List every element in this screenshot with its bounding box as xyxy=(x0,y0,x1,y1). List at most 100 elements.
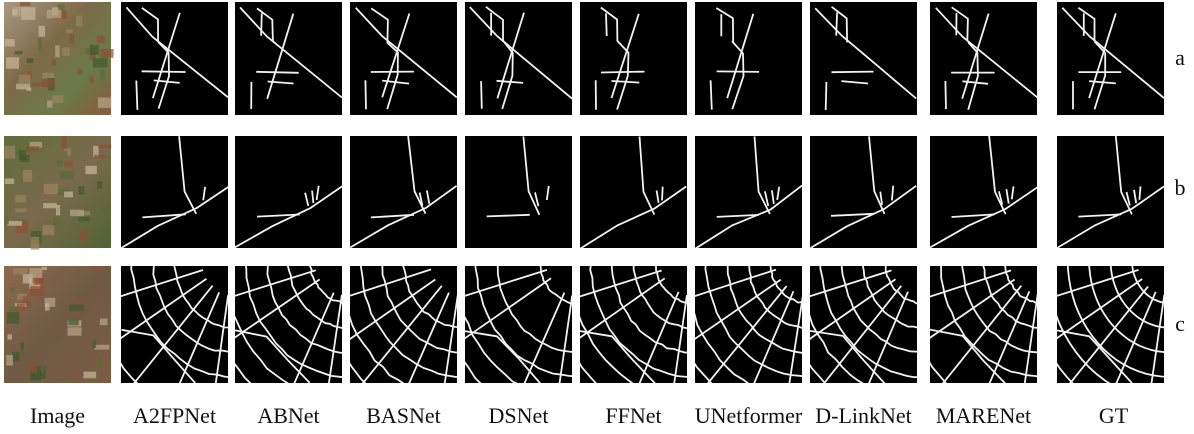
page: abcImageA2FPNetABNetBASNetDSNetFFNetUNet… xyxy=(0,0,1194,434)
patch xyxy=(61,136,67,148)
patch xyxy=(90,45,99,55)
patch xyxy=(80,230,88,241)
patch xyxy=(90,76,94,83)
patch xyxy=(26,302,31,306)
patch xyxy=(41,366,44,373)
patch xyxy=(38,26,45,37)
patch xyxy=(30,286,44,296)
road xyxy=(1139,186,1140,199)
patch xyxy=(100,70,105,80)
input-image xyxy=(4,2,114,115)
column-label: UNetformer xyxy=(695,403,803,428)
patch xyxy=(100,49,113,58)
road-mask xyxy=(930,136,1038,249)
mask-bg xyxy=(580,136,687,248)
column-label: A2FPNet xyxy=(133,403,216,428)
road-mask xyxy=(235,136,343,248)
patch xyxy=(98,144,111,148)
road xyxy=(187,259,315,260)
patch xyxy=(5,217,8,225)
patch xyxy=(12,9,17,15)
patch xyxy=(78,186,84,194)
patch xyxy=(66,30,73,34)
patch xyxy=(19,75,30,85)
patch xyxy=(42,79,54,87)
road xyxy=(142,71,186,72)
road xyxy=(945,81,946,109)
road xyxy=(826,82,827,110)
road xyxy=(836,13,837,36)
input-image xyxy=(4,266,111,383)
row-label: b xyxy=(1175,175,1186,200)
patch xyxy=(100,319,108,326)
road xyxy=(302,260,429,261)
patch xyxy=(42,225,54,235)
patch xyxy=(29,363,37,373)
patch xyxy=(17,303,25,310)
patch xyxy=(45,303,49,310)
patch xyxy=(83,372,96,379)
patch xyxy=(15,51,23,54)
patch xyxy=(5,179,15,184)
patch xyxy=(47,100,52,107)
patch xyxy=(6,355,13,366)
road-mask xyxy=(350,136,457,248)
road xyxy=(601,72,645,73)
satellite-tile xyxy=(4,266,111,383)
patch xyxy=(85,166,96,174)
patch xyxy=(60,171,73,180)
patch xyxy=(95,345,110,350)
road xyxy=(136,81,137,110)
patch xyxy=(13,268,28,274)
road-mask xyxy=(350,2,457,115)
road xyxy=(717,71,760,72)
patch xyxy=(7,221,22,226)
road xyxy=(365,80,366,109)
patch xyxy=(55,45,59,57)
column-label: MARENet xyxy=(936,403,1031,428)
road-mask xyxy=(810,136,917,248)
column-label: DSNet xyxy=(489,403,549,428)
road-mask xyxy=(580,136,687,249)
patch xyxy=(44,184,58,194)
patch xyxy=(27,58,34,63)
road-mask xyxy=(1057,2,1164,115)
mask-bg xyxy=(695,136,802,248)
row-label: a xyxy=(1175,45,1185,70)
road xyxy=(261,13,262,35)
road-mask xyxy=(465,136,572,248)
column-label: ABNet xyxy=(257,403,319,428)
road xyxy=(832,72,874,73)
patch xyxy=(47,10,62,19)
patch xyxy=(96,213,100,219)
road-mask xyxy=(465,2,572,115)
patch xyxy=(29,268,42,278)
road xyxy=(662,187,663,201)
patch xyxy=(93,340,96,348)
patch xyxy=(94,155,106,158)
patch xyxy=(38,38,42,50)
mask-bg xyxy=(1057,136,1164,248)
road-mask xyxy=(580,2,687,115)
patch xyxy=(4,146,15,159)
mask-bg xyxy=(465,136,572,248)
patch xyxy=(92,266,102,270)
patch xyxy=(26,146,39,151)
road-mask xyxy=(121,136,228,248)
column-label: BASNet xyxy=(366,403,441,428)
patch xyxy=(64,151,67,156)
patch xyxy=(43,203,56,208)
row-label: c xyxy=(1175,311,1185,336)
patch xyxy=(6,57,19,68)
mask-bg xyxy=(235,136,342,248)
road-mask xyxy=(235,2,342,115)
patch xyxy=(5,39,15,46)
patch xyxy=(57,160,63,167)
patch xyxy=(26,88,31,91)
mask-bg xyxy=(121,136,228,248)
input-image xyxy=(4,136,111,250)
road-mask xyxy=(121,2,228,115)
mask-bg xyxy=(810,266,917,383)
mask-bg xyxy=(350,136,457,248)
patch xyxy=(62,47,70,55)
